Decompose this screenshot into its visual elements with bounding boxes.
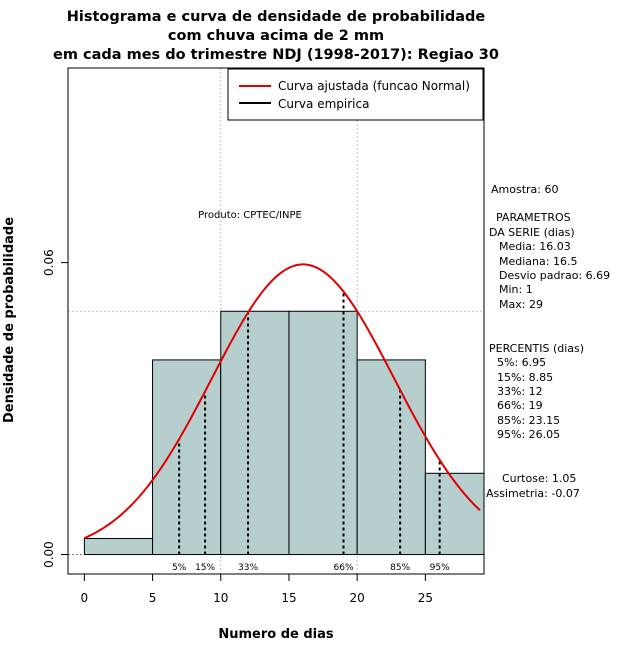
percentil-15: 15%: 8.85 [497,371,553,384]
x-tick-label-4: 20 [350,591,365,605]
histogram-bars [83,310,485,556]
produto-label: Produto: CPTEC/INPE [198,210,302,221]
param-title-2: DA SERIE (dias) [489,226,575,239]
stat-max: Max: 29 [499,298,543,311]
axes: 0 5 10 15 20 25 0.00 0.06 [42,249,433,605]
amostra-text: Amostra: 60 [491,183,558,196]
histogram-bar-5 [424,472,485,556]
legend-label-empirical: Curva empirica [278,97,369,111]
x-tick-label-5: 25 [418,591,433,605]
chart-title: Histograma e curva de densidade de proba… [53,9,499,63]
normal-curve [83,263,481,540]
assimetria-text: Assimetria: -0.07 [486,487,580,500]
curtose-text: Curtose: 1.05 [502,472,576,485]
legend-label-normal: Curva ajustada (funcao Normal) [278,79,470,93]
y-tick-label-1: 0.06 [42,249,56,276]
stat-desvio: Desvio padrao: 6.69 [499,269,610,282]
percentile-label-2: 33% [238,563,258,573]
param-title-1: PARAMETROS [496,211,571,224]
y-tick-label-0: 0.00 [42,541,56,568]
stat-media: Media: 16.03 [499,240,571,253]
normal-curve-path [83,263,481,540]
statistics-panel: Amostra: 60 PARAMETROS DA SERIE (dias) M… [486,183,610,500]
histogram-bar-3 [288,310,358,556]
percentile-label-3: 66% [334,563,354,573]
legend-box [227,68,484,121]
y-axis-label: Densidade de probabilidade [2,217,17,423]
x-tick-label-3: 15 [281,591,296,605]
stat-mediana: Mediana: 16.5 [499,255,577,268]
x-tick-label-1: 5 [149,591,157,605]
percentile-lines: 5% 15% 33% 66% 85% 95% [172,291,450,573]
histogram-bar-1 [152,359,222,556]
percentil-33: 33%: 12 [497,385,543,398]
percentil-95: 95%: 26.05 [497,428,560,441]
title-line-3: em cada mes do trimestre NDJ (1998-2017)… [53,47,499,63]
histogram-bar-4 [356,359,426,556]
x-tick-label-2: 10 [213,591,228,605]
percentile-label-5: 95% [430,563,450,573]
percentile-label-4: 85% [390,563,410,573]
legend: Curva ajustada (funcao Normal) Curva emp… [227,68,484,121]
percentile-label-1: 15% [195,563,215,573]
stat-min: Min: 1 [499,283,533,296]
x-tick-label-0: 0 [81,591,89,605]
percentil-5: 5%: 6.95 [497,356,546,369]
histogram-bar-2 [220,310,290,556]
percentil-66: 66%: 19 [497,399,543,412]
x-axis-label: Numero de dias [218,627,334,642]
histogram-bar-0 [83,537,154,556]
title-line-2: com chuva acima de 2 mm [168,28,384,44]
title-line-1: Histograma e curva de densidade de proba… [67,9,486,25]
percentile-label-0: 5% [172,563,187,573]
percentil-85: 85%: 23.15 [497,414,560,427]
percentis-title: PERCENTIS (dias) [489,342,584,355]
